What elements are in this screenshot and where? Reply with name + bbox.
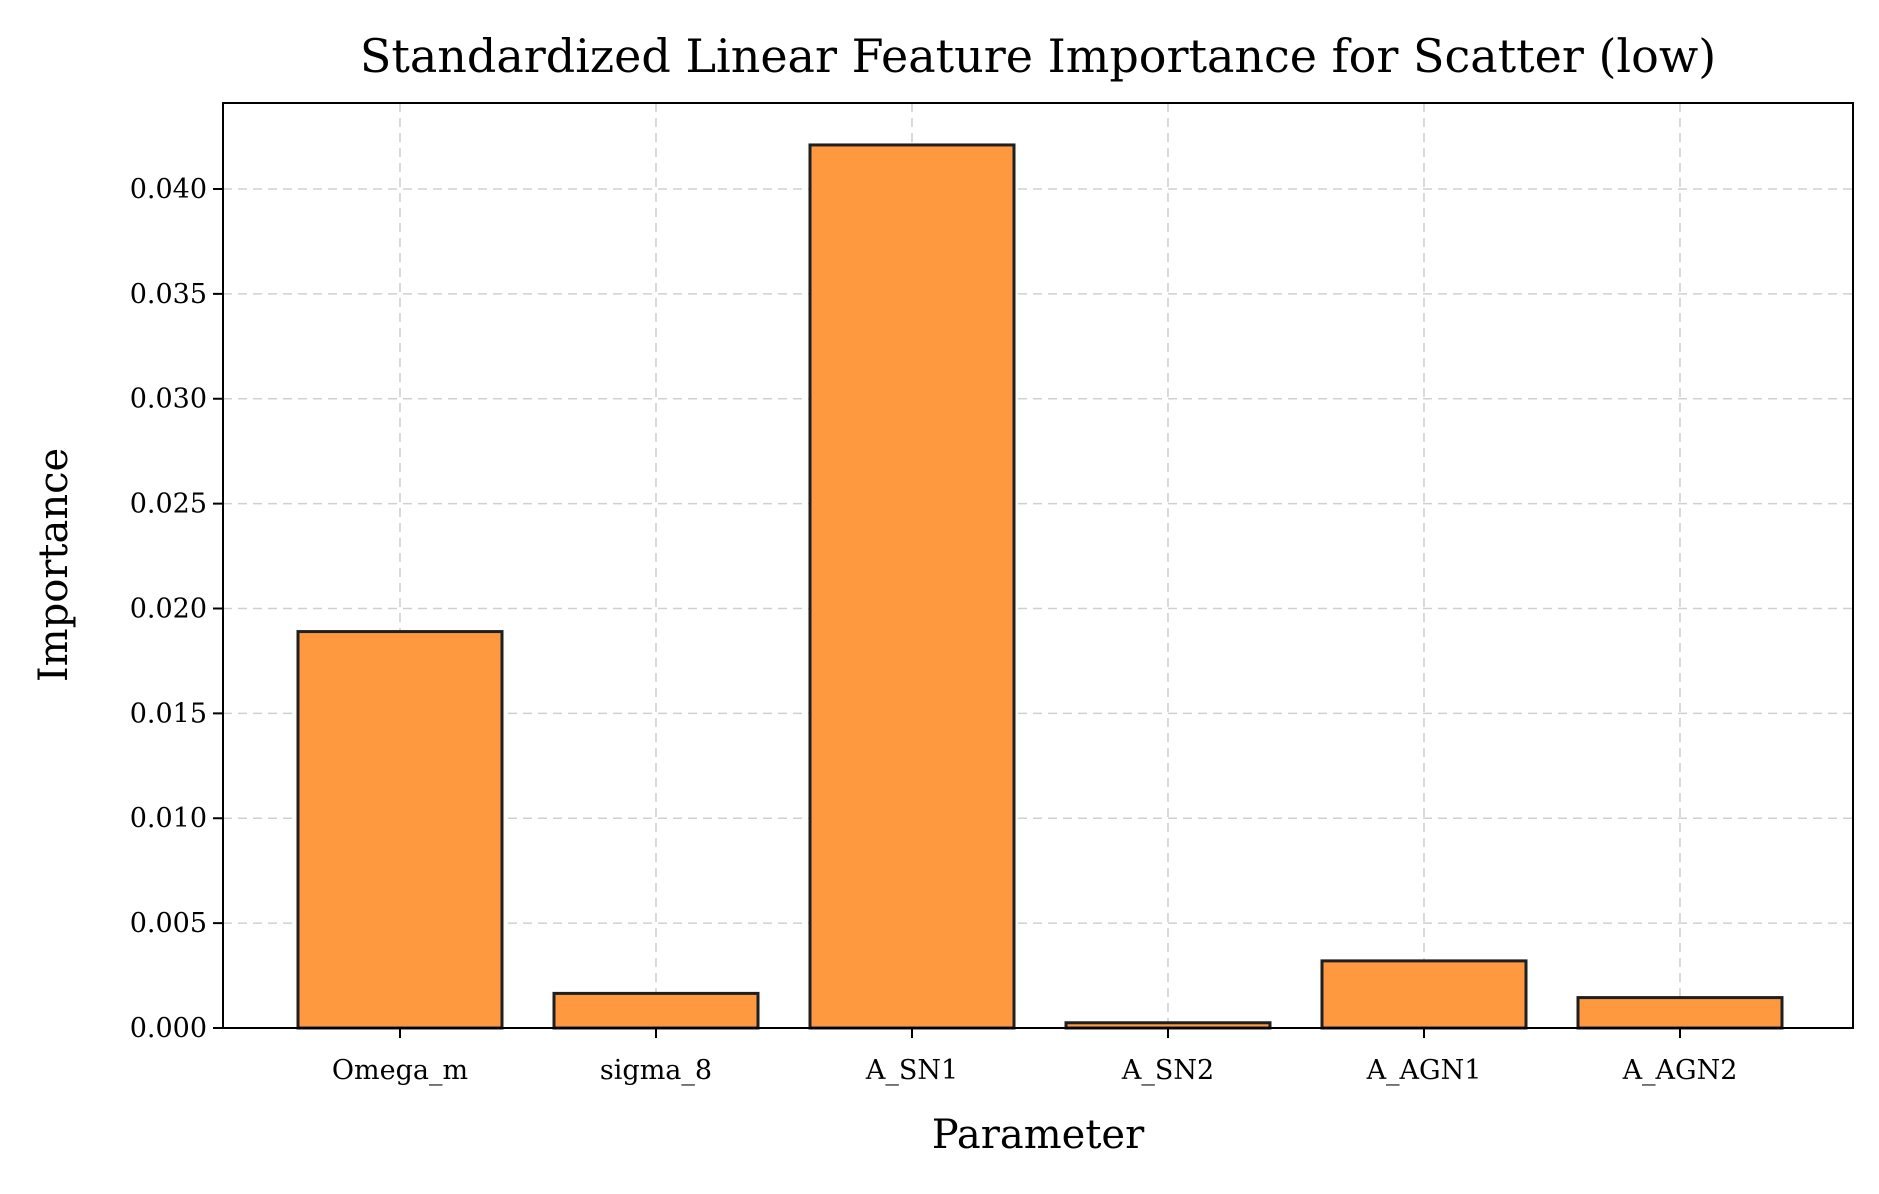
x-tick-label: A_SN1 bbox=[865, 1055, 958, 1086]
bar-a-agn2 bbox=[1576, 996, 1784, 1030]
y-tick-label: 0.000 bbox=[130, 1013, 207, 1044]
x-tick-label: A_SN2 bbox=[1121, 1055, 1214, 1086]
y-tick-label: 0.010 bbox=[130, 803, 207, 834]
y-tick-label: 0.040 bbox=[130, 174, 207, 205]
y-tick-label: 0.025 bbox=[130, 489, 207, 520]
chart-title: Standardized Linear Feature Importance f… bbox=[360, 29, 1716, 83]
y-axis-label: Importance bbox=[31, 448, 77, 682]
y-tick-label: 0.005 bbox=[130, 908, 207, 939]
y-tick-label: 0.030 bbox=[130, 384, 207, 415]
x-tick-label: A_AGN1 bbox=[1366, 1055, 1482, 1086]
bar-a-agn1 bbox=[1320, 959, 1528, 1030]
bar-sigma-8 bbox=[552, 991, 760, 1030]
y-tick-label: 0.015 bbox=[130, 698, 207, 729]
x-tick-label: sigma_8 bbox=[600, 1055, 712, 1086]
x-tick-label: Omega_m bbox=[332, 1055, 468, 1086]
y-tick-label: 0.020 bbox=[130, 593, 207, 624]
bar-layer bbox=[296, 143, 1784, 1030]
tick-layer: 0.000 0.005 0.010 0.015 0.020 0.025 0.030 0.035… bbox=[130, 174, 1738, 1086]
bar-a-sn1 bbox=[808, 143, 1016, 1030]
bar-omega-m bbox=[296, 630, 504, 1030]
x-tick-label: A_AGN2 bbox=[1622, 1055, 1738, 1086]
x-axis-label: Parameter bbox=[932, 1112, 1145, 1158]
y-tick-label: 0.035 bbox=[130, 279, 207, 310]
plot-area-frame bbox=[222, 102, 1854, 1029]
